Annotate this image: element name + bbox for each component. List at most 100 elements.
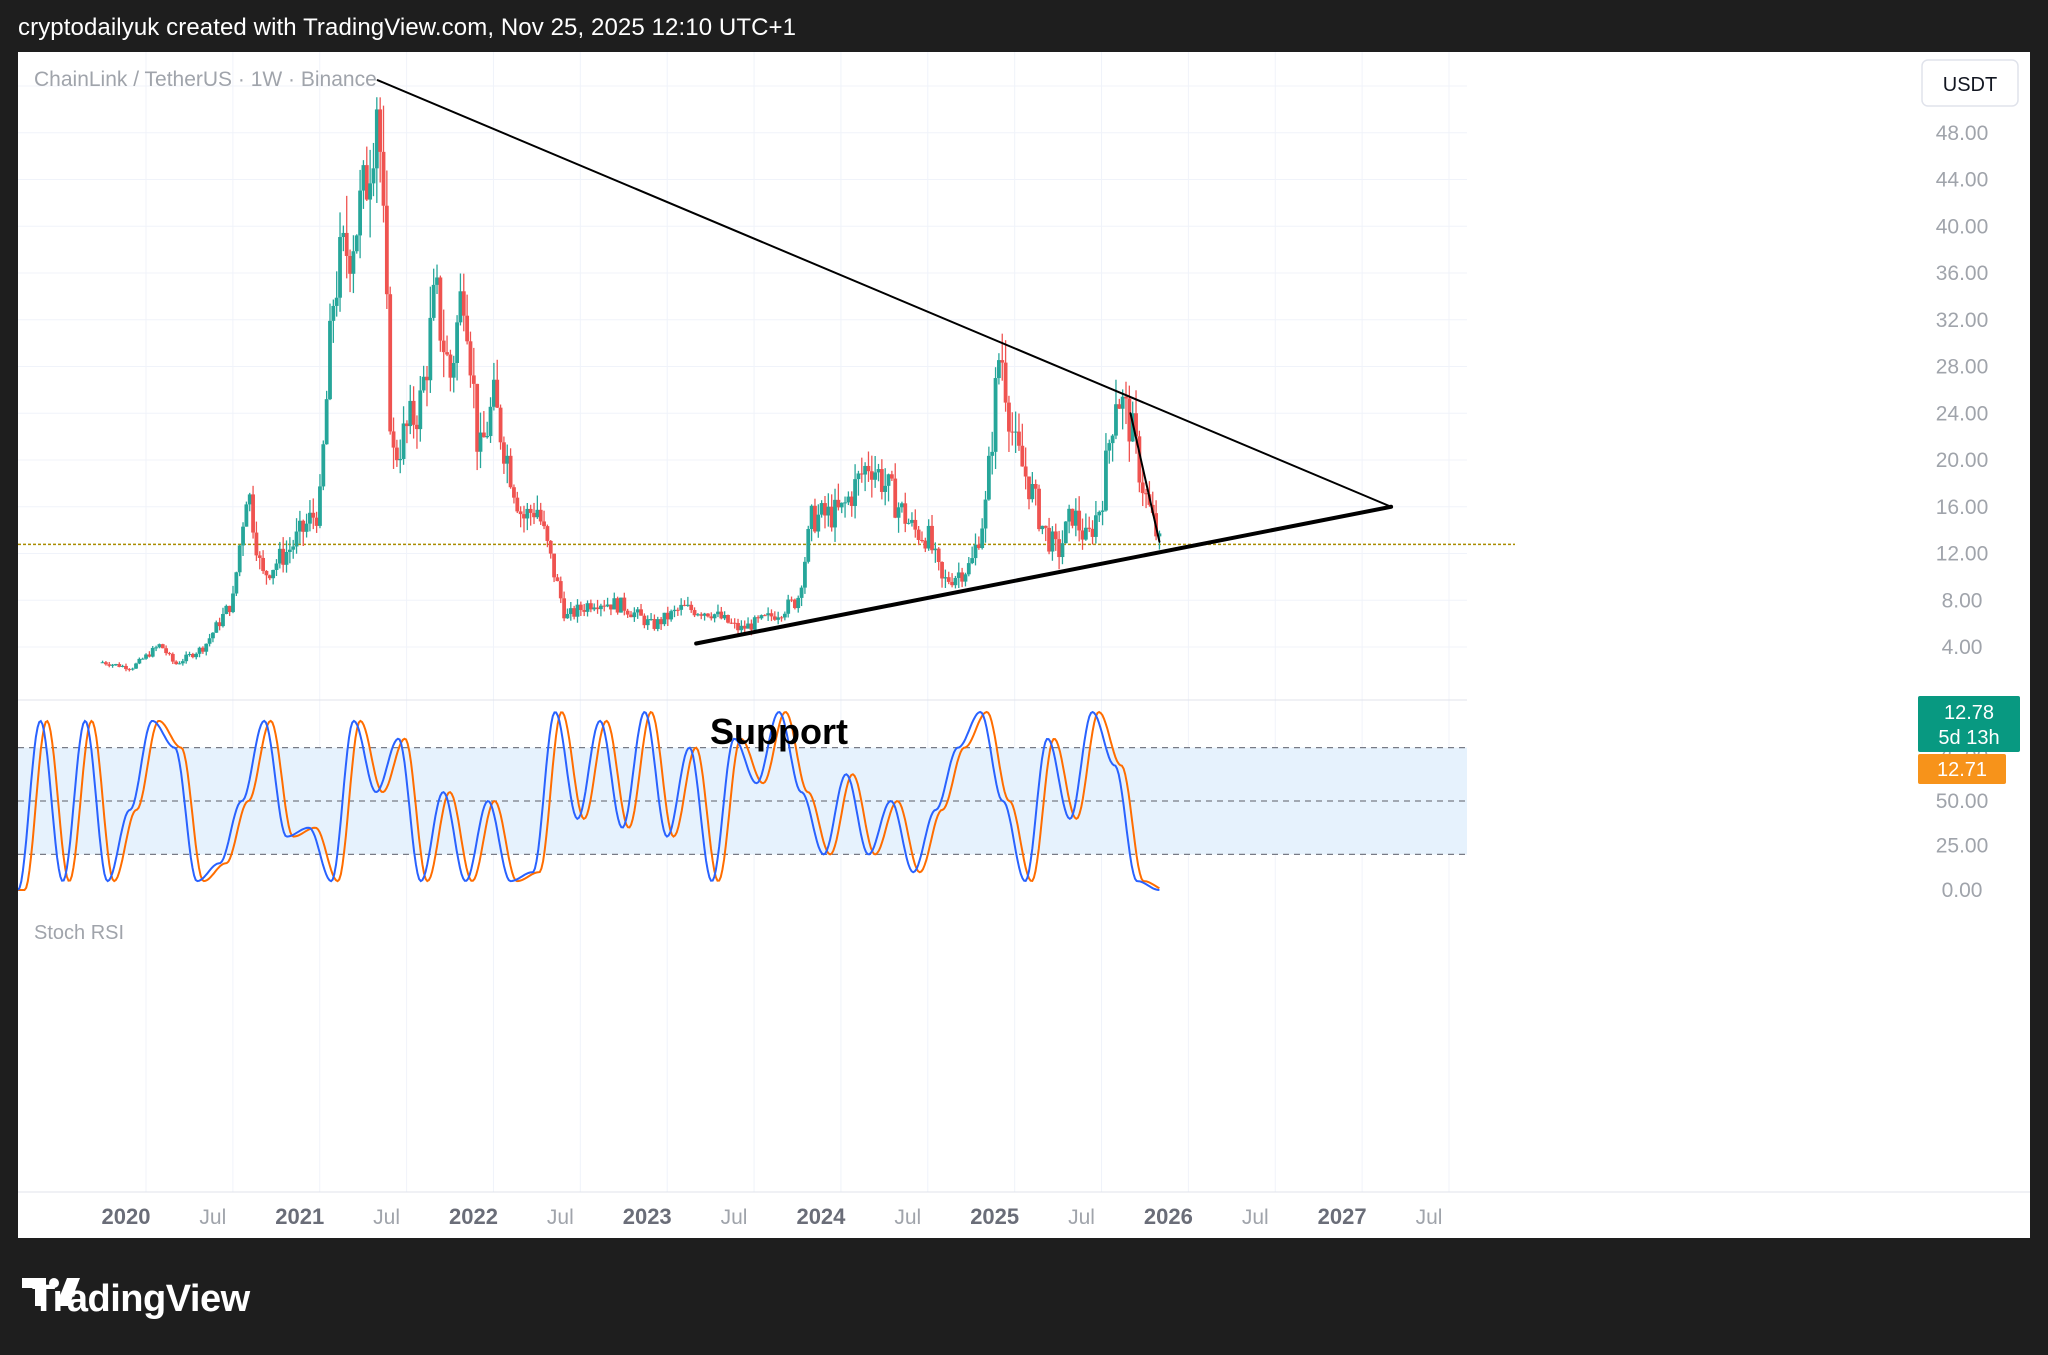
candle-body <box>752 617 757 630</box>
candle-body <box>562 598 567 619</box>
candle-body <box>883 485 888 492</box>
candle-body <box>1007 402 1011 432</box>
candle-body <box>104 662 108 665</box>
candle-body <box>311 512 316 518</box>
candle-body <box>167 653 172 655</box>
candle-body <box>1010 431 1015 433</box>
candle-body <box>394 447 399 461</box>
candle-body <box>324 399 329 445</box>
candle-body <box>204 643 209 652</box>
candle-body <box>1070 508 1075 526</box>
time-tick-label: Jul <box>1416 1206 1443 1229</box>
candle-body <box>625 610 630 615</box>
tradingview-logo-icon <box>22 1278 80 1306</box>
candle-body <box>177 663 182 665</box>
candle-body <box>1023 466 1028 477</box>
candle-body <box>936 548 941 563</box>
candle-body <box>271 569 276 579</box>
candle-body <box>445 352 449 355</box>
candle-body <box>144 654 148 659</box>
candle-body <box>201 647 205 652</box>
candle-body <box>100 662 105 664</box>
candle-body <box>588 603 593 610</box>
candle-body <box>418 390 423 430</box>
candle-body <box>568 608 573 615</box>
candle-body <box>237 545 242 573</box>
candle-body <box>756 617 760 619</box>
price-axis[interactable]: 4.00 8.00 12.00 16.00 20.00 24.00 28.00 32.00 36… <box>1936 75 1989 659</box>
candle-body <box>354 235 359 252</box>
candle-body <box>1107 443 1112 451</box>
candle-body <box>839 502 844 508</box>
candle-body <box>381 151 386 206</box>
candle-body <box>1083 527 1088 540</box>
candle-body <box>190 654 195 658</box>
candle-body <box>859 473 864 475</box>
candle-body <box>291 546 296 550</box>
candle-body <box>682 604 687 606</box>
candle-body <box>555 577 560 582</box>
candle-body <box>1137 436 1142 483</box>
candle-body <box>281 548 286 565</box>
candle-body <box>558 581 563 599</box>
candle-body <box>729 622 734 624</box>
candle-body <box>712 614 717 619</box>
candle-body <box>254 532 259 556</box>
time-tick-label: 2026 <box>1144 1204 1193 1229</box>
grid-lines <box>18 52 1467 1192</box>
candle-body <box>134 663 138 669</box>
candle-body <box>659 619 664 625</box>
candle-body <box>274 563 279 570</box>
candle-body <box>732 622 737 624</box>
candle-body <box>384 205 389 295</box>
price-tick-label: 24.00 <box>1936 402 1989 425</box>
candle-body <box>933 548 938 551</box>
prev-close-value: 12.71 <box>1937 759 1987 781</box>
candle-body <box>224 605 229 614</box>
candle-body <box>903 503 908 524</box>
candle-body <box>421 376 426 391</box>
price-badge-countdown: 5d 13h <box>1938 727 1999 749</box>
candle-body <box>348 255 352 274</box>
candle-body <box>866 465 871 472</box>
candle-body <box>702 613 707 616</box>
candle-body <box>525 508 530 519</box>
candle-body <box>926 525 931 549</box>
candle-body <box>706 613 710 617</box>
candle-body <box>980 528 985 549</box>
candle-body <box>468 341 473 376</box>
candle-body <box>575 604 580 617</box>
candle-body <box>1127 398 1132 442</box>
candle-body <box>990 451 995 456</box>
candle-body <box>1104 450 1108 511</box>
candle-body <box>1063 521 1068 544</box>
candle-body <box>528 508 533 513</box>
candle-body <box>695 614 700 616</box>
candle-body <box>388 294 393 432</box>
candle-body <box>746 623 750 629</box>
candle-body <box>535 509 540 518</box>
candle-body <box>184 654 189 662</box>
time-axis[interactable]: 2020 Jul 2021 Jul 2022 Jul 2023 Jul 2024 Jul 2025 J… <box>18 1191 2030 1229</box>
candle-body <box>287 549 292 552</box>
candle-body <box>247 494 252 505</box>
candle-body <box>736 623 740 631</box>
candle-body <box>709 616 714 619</box>
candle-body <box>361 165 366 191</box>
time-tick-label: Jul <box>894 1206 921 1229</box>
candle-body <box>1100 510 1105 512</box>
candle-body <box>1140 482 1145 494</box>
candle-body <box>940 562 944 579</box>
candle-body <box>665 612 670 620</box>
candle-body <box>435 277 439 285</box>
chart-canvas[interactable]: 4.00 8.00 12.00 16.00 20.00 24.00 28.00 32.00 36… <box>18 52 2030 1238</box>
candle-body <box>448 354 453 378</box>
currency-button[interactable]: USDT <box>1921 59 2019 107</box>
candle-body <box>675 609 680 611</box>
candle-body <box>137 658 142 664</box>
candle-body <box>612 598 617 610</box>
candle-body <box>970 558 975 564</box>
candle-body <box>180 661 185 664</box>
candle-body <box>953 577 958 586</box>
chart-panel[interactable]: 4.00 8.00 12.00 16.00 20.00 24.00 28.00 32.00 36… <box>18 52 2030 1238</box>
